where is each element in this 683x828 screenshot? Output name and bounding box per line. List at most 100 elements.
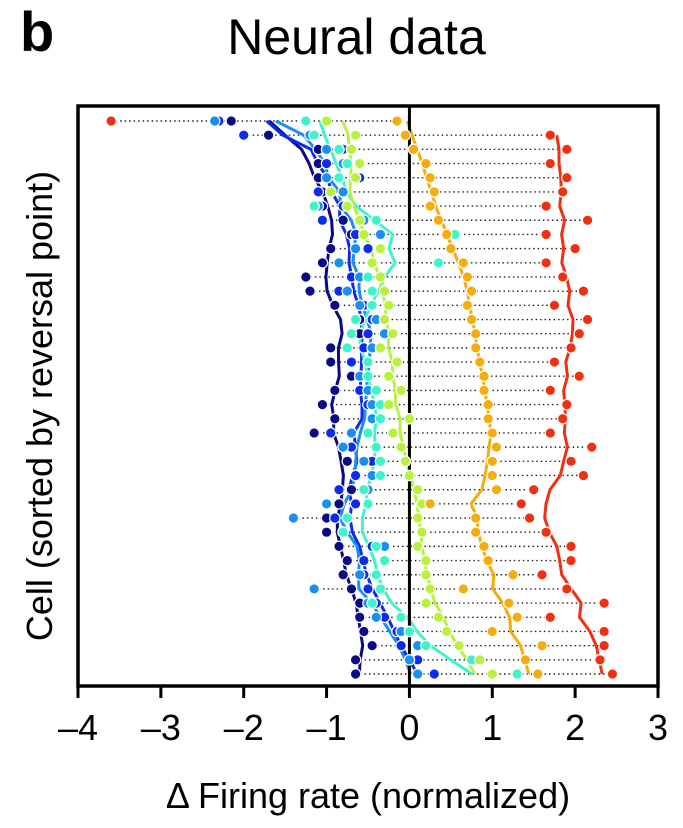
data-point <box>324 427 337 439</box>
data-point <box>333 256 345 269</box>
data-point <box>457 256 470 269</box>
data-point <box>324 356 337 368</box>
x-tick-label: –3 <box>141 707 181 748</box>
data-point <box>391 356 403 368</box>
data-point <box>490 483 503 496</box>
data-point <box>606 668 619 680</box>
data-point <box>341 455 354 468</box>
data-point <box>577 285 590 297</box>
data-point <box>482 412 494 425</box>
data-point <box>411 540 424 553</box>
data-point <box>420 554 432 567</box>
data-point <box>461 299 474 312</box>
data-point <box>308 200 320 212</box>
data-point <box>387 327 399 340</box>
data-point <box>556 271 569 283</box>
y-axis-label: Cell (sorted by reversal point) <box>19 171 60 641</box>
data-point <box>598 639 610 652</box>
data-point <box>225 115 238 127</box>
data-point <box>345 143 358 156</box>
data-point <box>337 186 349 198</box>
data-point <box>333 171 345 184</box>
data-point <box>349 668 362 680</box>
trend-curve <box>318 120 473 676</box>
data-point <box>540 200 552 212</box>
data-point <box>320 526 333 539</box>
data-point <box>366 597 378 609</box>
data-point <box>523 512 536 524</box>
data-point <box>548 299 561 312</box>
data-point <box>399 129 412 141</box>
data-point <box>345 427 358 439</box>
data-point <box>105 115 117 127</box>
data-point <box>324 242 337 255</box>
data-point <box>556 186 569 198</box>
data-point <box>548 356 561 368</box>
data-point <box>362 370 374 383</box>
data-point <box>378 554 391 567</box>
data-point <box>337 441 349 453</box>
data-point <box>320 143 333 156</box>
data-point <box>540 526 552 539</box>
data-point <box>374 469 387 482</box>
data-point <box>503 597 515 609</box>
data-point <box>585 441 598 453</box>
data-points <box>105 115 619 680</box>
data-point <box>287 512 300 524</box>
x-axis-label: Δ Firing rate (normalized) <box>166 775 570 816</box>
data-point <box>544 384 557 397</box>
data-point <box>366 299 378 312</box>
data-point <box>304 285 316 297</box>
data-point <box>540 256 552 269</box>
data-point <box>440 228 453 241</box>
data-point <box>486 625 499 638</box>
data-point <box>362 242 374 255</box>
data-point <box>312 186 325 198</box>
data-point <box>316 398 329 411</box>
data-point <box>403 625 416 638</box>
data-point <box>573 327 586 340</box>
data-point <box>598 597 610 609</box>
data-point <box>345 327 358 340</box>
x-axis-ticks: –4 –3 –2 –1 0 1 2 3 <box>58 686 668 748</box>
data-point <box>411 668 424 680</box>
data-point <box>316 256 329 269</box>
data-point <box>594 654 606 666</box>
data-point <box>362 427 374 439</box>
data-point <box>374 455 387 468</box>
data-point <box>370 214 383 227</box>
data-point <box>565 342 577 354</box>
data-point <box>469 526 482 539</box>
data-point <box>341 157 354 170</box>
data-point <box>333 483 345 496</box>
data-point <box>349 242 362 255</box>
data-point <box>598 625 610 638</box>
data-point <box>544 427 557 439</box>
data-point <box>382 370 395 383</box>
data-point <box>387 427 399 439</box>
data-point <box>353 299 366 312</box>
data-point <box>329 299 341 312</box>
data-point <box>308 583 320 595</box>
x-tick-label: –4 <box>58 707 98 748</box>
data-point <box>362 583 374 595</box>
data-point <box>358 483 370 496</box>
data-point <box>345 583 358 595</box>
data-point <box>337 568 349 581</box>
data-point <box>461 271 474 283</box>
data-point <box>341 512 354 524</box>
data-point <box>536 568 548 581</box>
x-tick-label: 2 <box>565 707 585 748</box>
data-point <box>262 129 275 141</box>
data-point <box>378 285 391 297</box>
plot-frame <box>76 104 660 688</box>
data-point <box>349 498 362 510</box>
data-point <box>544 611 557 624</box>
data-point <box>561 583 573 595</box>
data-point <box>420 597 432 609</box>
data-point <box>300 271 312 283</box>
data-point <box>411 483 424 496</box>
trend-curve <box>341 120 477 675</box>
data-point <box>320 115 333 127</box>
